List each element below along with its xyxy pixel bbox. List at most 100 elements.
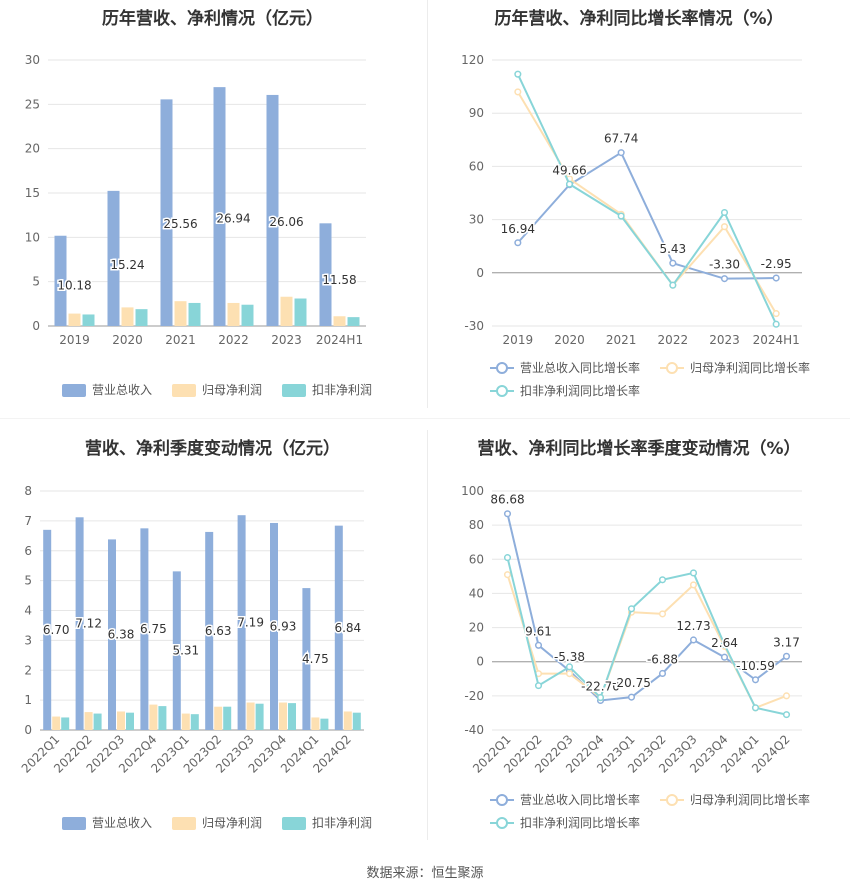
vertical-divider — [427, 0, 428, 408]
data-label: 6.70 — [43, 623, 70, 637]
y-tick-label: 8 — [24, 484, 32, 498]
x-tick-label: 2023 — [709, 333, 740, 347]
data-source: 数据来源：恒生聚源 — [366, 866, 484, 881]
bar-2 — [352, 712, 361, 730]
quarterly-amount-panel: 营收、净利季度变动情况（亿元） 0 1 2 3 4 5 6 7 8 2022Q1 2022Q2 202… — [0, 428, 425, 848]
annual-amount-chart: 0 5 10 15 20 25 30 2019 2020 2021 2022 2023 2024H1 10… — [25, 53, 372, 397]
bar-2 — [188, 302, 201, 326]
bar-0 — [334, 525, 343, 730]
y-tick-label: -20 — [464, 689, 484, 703]
legend-swatch — [666, 362, 678, 374]
bar-2 — [126, 712, 134, 730]
bar-1 — [52, 716, 61, 730]
x-tick-label: 2019 — [503, 333, 534, 347]
bar-0 — [172, 571, 181, 730]
data-label: 49.66 — [552, 164, 586, 178]
y-tick-label: 7 — [24, 514, 32, 528]
data-point-2 — [782, 711, 791, 719]
legend-swatch — [282, 384, 306, 397]
y-tick-label: 0 — [32, 319, 40, 333]
y-tick-label: 6 — [24, 544, 32, 558]
bar-2 — [288, 703, 296, 730]
bar-2 — [347, 317, 360, 326]
vertical-divider — [427, 430, 428, 840]
bar-2 — [190, 714, 199, 730]
y-tick-label: 30 — [469, 213, 484, 227]
legend-label: 营业总收入同比增长率 — [520, 792, 640, 807]
x-tick-label: 2023 — [271, 333, 302, 347]
legend-swatch — [496, 794, 508, 806]
x-tick-label: 2021 — [606, 333, 637, 347]
legend-swatch — [282, 817, 306, 830]
data-label: -20.75 — [612, 676, 651, 690]
bar-2 — [61, 717, 70, 730]
y-tick-label: 80 — [469, 518, 484, 532]
data-point-0 — [669, 259, 677, 267]
data-point-2 — [627, 605, 636, 613]
chart-title: 营收、净利同比增长率季度变动情况（%） — [477, 439, 801, 459]
bar-1 — [279, 702, 287, 730]
data-label: 6.93 — [270, 619, 297, 633]
x-tick-label: 2022 — [218, 333, 249, 347]
y-tick-label: 4 — [24, 604, 32, 618]
data-label: 12.73 — [676, 619, 710, 633]
bar-0 — [302, 588, 311, 730]
data-point-2 — [565, 180, 574, 188]
bar-1 — [174, 301, 187, 326]
data-label: 9.61 — [525, 624, 552, 638]
data-point-1 — [503, 571, 512, 579]
bar-2 — [158, 706, 167, 730]
data-point-0 — [617, 149, 625, 157]
x-tick-label: 2020 — [554, 333, 585, 347]
data-label: 67.74 — [604, 132, 638, 146]
data-point-2 — [720, 208, 729, 217]
bar-0 — [160, 99, 173, 326]
data-point-0 — [720, 653, 729, 661]
x-tick-label: 2024H1 — [316, 333, 363, 347]
data-point-2 — [751, 704, 760, 712]
annual-amount-panel: 历年营收、净利情况（亿元） 0 5 10 15 20 25 30 2019 2020 2021 20… — [0, 0, 425, 410]
bar-0 — [107, 190, 120, 326]
bar-2 — [320, 718, 329, 730]
x-tick-label: 2024H1 — [753, 333, 800, 347]
y-tick-label: 0 — [24, 723, 32, 737]
legend-swatch — [496, 362, 508, 374]
bar-1 — [181, 713, 190, 730]
bar-0 — [54, 235, 67, 326]
quarterly-growth-chart: -40-200204060801002022Q12022Q22022Q32022… — [461, 484, 810, 830]
bar-1 — [333, 316, 346, 326]
data-label: 26.94 — [216, 212, 250, 226]
data-point-0 — [658, 669, 667, 678]
y-tick-label: -30 — [464, 319, 484, 333]
legend-swatch — [496, 385, 508, 397]
bar-1 — [84, 712, 93, 730]
bar-1 — [311, 717, 320, 730]
chart-title: 历年营收、净利情况（亿元） — [102, 9, 323, 29]
data-point-2 — [534, 682, 543, 690]
bar-0 — [43, 529, 52, 730]
bar-2 — [93, 713, 102, 730]
legend-swatch — [172, 384, 196, 397]
data-point-0 — [503, 510, 512, 518]
data-label: 10.18 — [57, 278, 91, 292]
data-point-0 — [751, 676, 760, 684]
y-tick-label: 60 — [469, 159, 484, 173]
data-point-1 — [782, 692, 791, 700]
data-label: 5.31 — [172, 644, 199, 658]
bar-2 — [294, 298, 307, 326]
y-tick-label: 40 — [469, 586, 484, 600]
data-label: 5.43 — [659, 242, 686, 256]
data-point-0 — [720, 275, 729, 283]
bar-1 — [343, 711, 352, 730]
data-label: 7.12 — [75, 617, 102, 631]
data-point-2 — [669, 281, 677, 289]
bar-0 — [108, 539, 116, 730]
bar-0 — [205, 531, 214, 730]
bar-0 — [237, 515, 246, 730]
legend-label: 扣非净利润 — [312, 383, 372, 397]
x-tick-label: 2020 — [112, 333, 143, 347]
y-tick-label: 10 — [25, 230, 40, 244]
data-point-0 — [689, 636, 698, 644]
quarterly-growth-panel: 营收、净利同比增长率季度变动情况（%） -40 -20 0 20 40 60 80 100 20… — [428, 428, 850, 848]
bar-0 — [319, 223, 332, 326]
